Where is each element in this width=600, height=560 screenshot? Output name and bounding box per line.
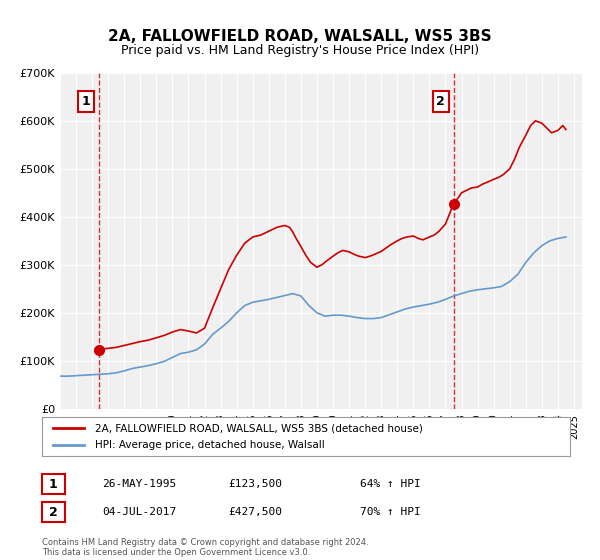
Text: 70% ↑ HPI: 70% ↑ HPI: [360, 507, 421, 517]
Text: 1: 1: [49, 478, 58, 491]
Text: 2A, FALLOWFIELD ROAD, WALSALL, WS5 3BS (detached house): 2A, FALLOWFIELD ROAD, WALSALL, WS5 3BS (…: [95, 423, 422, 433]
Text: 64% ↑ HPI: 64% ↑ HPI: [360, 479, 421, 489]
Text: 2: 2: [436, 95, 445, 108]
Text: Contains HM Land Registry data © Crown copyright and database right 2024.
This d: Contains HM Land Registry data © Crown c…: [42, 538, 368, 557]
Text: 2A, FALLOWFIELD ROAD, WALSALL, WS5 3BS: 2A, FALLOWFIELD ROAD, WALSALL, WS5 3BS: [108, 29, 492, 44]
Text: £427,500: £427,500: [228, 507, 282, 517]
Text: HPI: Average price, detached house, Walsall: HPI: Average price, detached house, Wals…: [95, 440, 325, 450]
Text: 26-MAY-1995: 26-MAY-1995: [102, 479, 176, 489]
Text: 04-JUL-2017: 04-JUL-2017: [102, 507, 176, 517]
Text: Price paid vs. HM Land Registry's House Price Index (HPI): Price paid vs. HM Land Registry's House …: [121, 44, 479, 57]
Text: 1: 1: [82, 95, 90, 108]
Text: £123,500: £123,500: [228, 479, 282, 489]
Text: 2: 2: [49, 506, 58, 519]
